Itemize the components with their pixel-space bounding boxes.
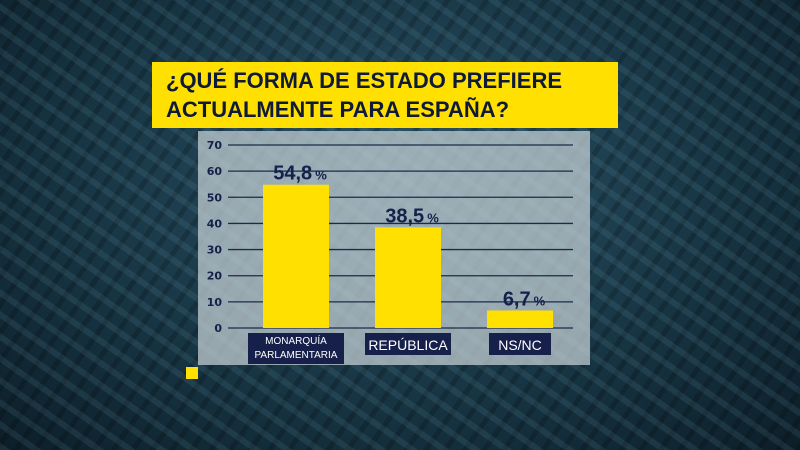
category-label: PARLAMENTARIA xyxy=(255,350,338,361)
bar xyxy=(263,184,329,328)
title-line-2: ACTUALMENTE PARA ESPAÑA? xyxy=(166,97,510,122)
title-line-1: ¿QUÉ FORMA DE ESTADO PREFIERE xyxy=(166,68,563,93)
category-label: MONARQUÍA xyxy=(265,334,327,347)
decorative-square xyxy=(186,367,198,379)
category-label-box xyxy=(248,333,344,364)
y-tick-label: 10 xyxy=(207,296,223,309)
y-tick-label: 20 xyxy=(207,270,223,283)
bar xyxy=(375,227,441,328)
category-label-box xyxy=(489,333,551,355)
y-tick-label: 70 xyxy=(207,139,223,152)
y-tick-label: 60 xyxy=(207,165,223,178)
y-tick-label: 0 xyxy=(214,322,222,335)
y-tick-label: 50 xyxy=(207,191,223,204)
y-tick-label: 30 xyxy=(207,244,223,257)
y-tick-label: 40 xyxy=(207,217,223,230)
data-label: 6,7% xyxy=(503,288,546,310)
chart-title: ¿QUÉ FORMA DE ESTADO PREFIERE ACTUALMENT… xyxy=(152,62,618,128)
data-label: 38,5% xyxy=(385,205,439,227)
data-label: 54,8% xyxy=(273,163,327,185)
category-label: REPÚBLICA xyxy=(368,337,448,353)
category-label-box xyxy=(365,333,451,355)
category-label: NS/NC xyxy=(498,337,542,353)
bar xyxy=(487,310,553,328)
